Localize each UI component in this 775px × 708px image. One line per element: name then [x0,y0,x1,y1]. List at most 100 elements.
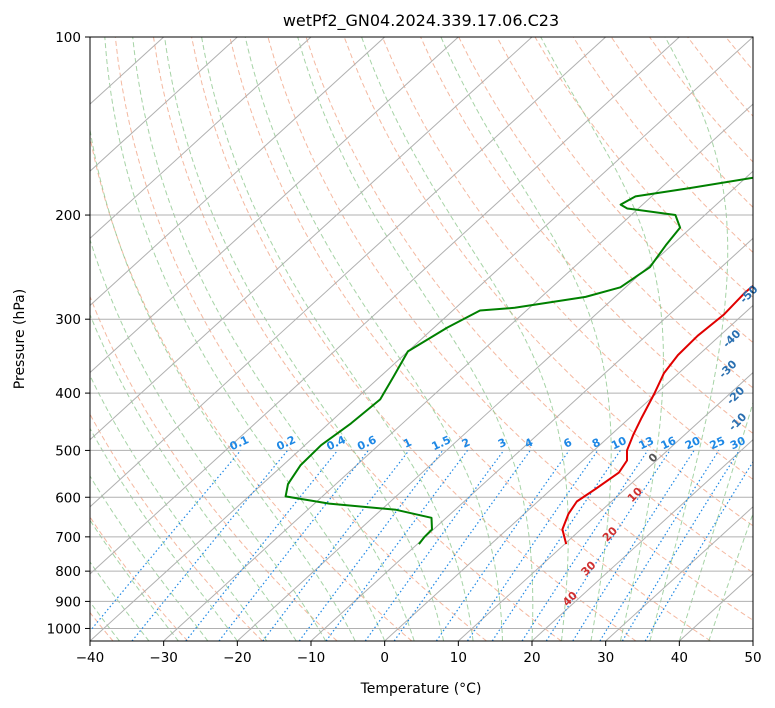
moist-adiabat-line [244,37,503,641]
sounding-traces [284,176,753,545]
y-tick-label: 200 [55,208,81,224]
mixing-ratio-line [298,450,444,641]
isotherm-line [605,506,753,641]
mixing-ratio-line [466,450,599,641]
moist-adiabat-label: 10 [625,485,645,505]
chart-title: wetPf2_GN04.2024.339.17.06.C23 [283,11,559,31]
moist-adiabat-line [90,427,238,641]
dry-adiabat-label: -10 [726,410,749,433]
x-tick-label: −10 [297,650,326,666]
mixing-ratio-line [325,450,468,641]
isotherm-line [457,371,753,641]
moist-adiabat-line [90,475,209,641]
x-tick-label: −40 [76,650,105,666]
y-tick-label: 1000 [47,621,81,637]
isotherm-line [384,304,753,641]
dry-adiabat-line [229,37,711,641]
dry-adiabat-line [572,37,753,254]
isotherm-line [90,37,753,641]
temperature-trace [561,284,753,545]
mixing-ratio-line [435,450,570,641]
mixing-ratio-label: 10 [609,434,629,452]
plot-frame [89,36,754,642]
isotherm-line [90,37,680,575]
moist-adiabat-line [90,127,356,641]
x-tick-label: 20 [523,650,540,666]
dry-adiabat-line [420,37,753,435]
moist-adiabat-line [90,374,268,641]
moist-adiabat-line [361,37,569,641]
dry-adiabat-line [649,37,753,163]
dewpoint-trace [284,176,753,545]
dry-adiabat-line [343,37,753,527]
mixing-ratio-label: 30 [728,434,748,452]
moist-adiabat-line [164,37,445,641]
x-axis-label: Temperature (°C) [360,681,482,697]
x-tick-label: 50 [744,650,761,666]
y-tick-label: 800 [55,564,81,580]
mixing-ratio-label: 6 [562,436,575,451]
moist-adiabat-line [540,37,664,641]
moist-adiabat-line [132,37,415,641]
x-tick-label: −30 [149,650,178,666]
mixing-ratio-line [621,450,740,641]
isotherm-line [752,640,753,641]
isotherm-line [90,37,533,441]
dry-adiabat-line [534,37,753,299]
mixing-ratio-label: 25 [708,434,727,452]
moist-adiabat-line [90,561,150,641]
mixing-ratio-line [393,450,531,641]
dry-adiabat-line [90,295,338,641]
dry-adiabat-line [153,37,562,641]
dry-adiabat-label: -50 [737,283,760,306]
x-axis: −40 −30 −20 −10 0 10 20 30 40 50 [76,641,762,666]
mixing-ratio-label: 13 [637,434,656,452]
mixing-ratio-label: 1 [401,436,413,451]
mixing-ratio-line [491,450,621,641]
dry-adiabat-line [90,516,189,641]
isotherm-line [163,103,753,641]
mixing-ratio-line [545,450,671,641]
mixing-ratio-label: 20 [683,434,703,452]
y-tick-label: 600 [55,490,81,506]
moist-adiabat-line [90,238,327,641]
isotherm-line [90,37,312,240]
x-tick-label: 10 [450,650,467,666]
y-tick-label: 700 [55,530,81,546]
dry-adiabat-line [496,37,753,344]
mixing-ratio-label: 2 [460,436,472,451]
isotherm-line [90,37,386,307]
x-tick-label: 40 [671,650,688,666]
mixing-ratio-label: 16 [659,434,679,452]
mixing-ratio-line [521,450,649,641]
mixing-ratio-line [131,450,289,641]
dry-adiabat-line [764,37,775,641]
moist-adiabat-label: 20 [600,524,620,544]
isotherm-line [236,170,753,641]
y-tick-label: 500 [55,443,81,459]
mixing-ratio-line [90,450,242,632]
isotherm-line [90,37,607,508]
moist-adiabat-label: 40 [560,589,580,609]
mixing-ratio-line [599,450,720,641]
mixing-ratio-line [218,450,369,641]
mixing-ratio-line [262,450,410,641]
dry-adiabat-line [90,413,263,641]
moist-adiabat-line [201,37,474,641]
y-tick-label: 100 [55,30,81,46]
moist-adiabat-line [440,37,612,641]
isotherm-line [90,37,238,172]
mixing-ratio-line [572,450,695,641]
dry-adiabat-label: -40 [720,327,743,350]
moist-adiabat-label: 30 [579,558,599,578]
dry-adiabat-line [114,37,487,641]
moist-adiabat-line [708,512,753,641]
dry-adiabat-line [191,37,637,641]
x-tick-label: 30 [597,650,614,666]
x-tick-label: 0 [380,650,389,666]
y-tick-label: 900 [55,594,81,610]
isotherm-line [531,438,753,641]
dry-adiabat-line [305,37,753,574]
moist-adiabat-line [104,37,386,641]
